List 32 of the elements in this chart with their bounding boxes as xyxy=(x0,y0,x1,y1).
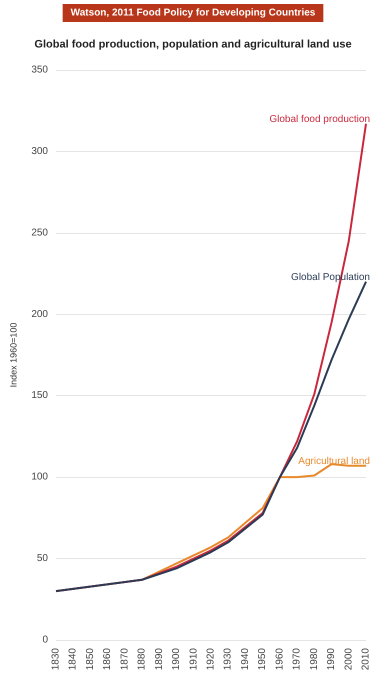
x-tick-label: 1870 xyxy=(119,648,130,670)
x-tick-label: 1900 xyxy=(171,648,182,670)
x-tick-label: 2000 xyxy=(343,648,354,670)
y-tick-label: 350 xyxy=(31,64,48,76)
y-tick-label: 100 xyxy=(31,472,48,483)
y-tick-label: 50 xyxy=(36,553,48,564)
x-tick-label: 1860 xyxy=(102,648,114,670)
y-tick-label: 150 xyxy=(31,390,48,402)
x-tick-label: 2010 xyxy=(360,648,372,670)
y-tick-label: 200 xyxy=(31,308,48,320)
x-tick-label: 1920 xyxy=(206,648,216,670)
x-tick-label: 1950 xyxy=(257,648,268,670)
x-tick-label: 1890 xyxy=(154,648,165,670)
x-tick-label: 1840 xyxy=(68,648,79,670)
x-tick-label: 1930 xyxy=(222,648,234,670)
text: Watson, 2011 Food Policy for Developing Countries xyxy=(70,8,316,18)
y-tick-label: 0 xyxy=(42,634,48,646)
x-tick-label: 1970 xyxy=(292,648,303,670)
x-tick-label: 1940 xyxy=(240,648,251,670)
y-tick-label: 300 xyxy=(31,146,48,157)
chart-title: Global food production, population and agricultural land use xyxy=(34,38,352,50)
x-tick-label: 1910 xyxy=(188,648,200,670)
x-tick-label: 1880 xyxy=(136,648,148,670)
series-label: Agricultural land xyxy=(298,456,370,468)
y-tick-label: 250 xyxy=(31,227,48,238)
x-tick-label: 1990 xyxy=(326,648,338,670)
y-axis-title: Index 1960=100 xyxy=(8,322,18,388)
x-tick-label: 1830 xyxy=(50,648,62,670)
x-tick-label: 1980 xyxy=(308,648,320,670)
x-tick-label: 1850 xyxy=(84,648,96,670)
x-tick-label: 1960 xyxy=(274,648,286,670)
series-label: Global food production xyxy=(269,114,370,126)
